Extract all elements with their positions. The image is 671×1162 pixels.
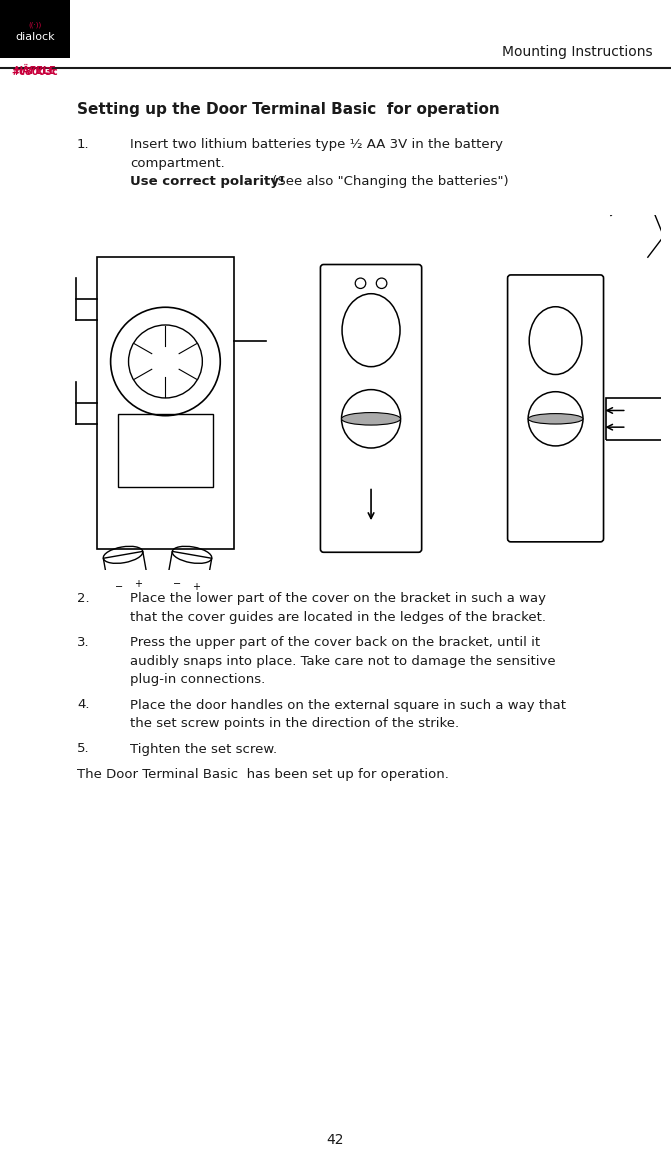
Text: The Door Terminal Basic  has been set up for operation.: The Door Terminal Basic has been set up … (77, 768, 449, 781)
Text: 1.: 1. (77, 138, 90, 151)
Text: 2.: 2. (77, 591, 90, 605)
Text: Mounting Instructions: Mounting Instructions (503, 45, 653, 59)
Text: −: − (172, 579, 180, 589)
Bar (103, 552, 154, 619)
Bar (118, 414, 213, 487)
Text: −: − (115, 582, 123, 593)
Text: #c8003c: #c8003c (11, 67, 58, 77)
Text: 42: 42 (327, 1133, 344, 1147)
Text: Setting up the Door Terminal Basic  for operation: Setting up the Door Terminal Basic for o… (77, 102, 500, 117)
Text: HÄFELE: HÄFELE (14, 66, 56, 76)
Text: Place the door handles on the external square in such a way that: Place the door handles on the external s… (130, 698, 566, 711)
Text: 3.: 3. (77, 636, 90, 650)
Text: dialock: dialock (15, 33, 55, 42)
Bar (0, 0, 70, 58)
Text: (See also "Changing the batteries"): (See also "Changing the batteries") (268, 175, 509, 188)
Text: +: + (193, 582, 201, 593)
Text: Place the lower part of the cover on the bracket in such a way: Place the lower part of the cover on the… (130, 591, 546, 605)
Text: ((·)): ((·)) (28, 22, 42, 28)
Bar (606, 397, 671, 439)
Text: Use correct polarity!: Use correct polarity! (130, 175, 285, 188)
Text: the set screw points in the direction of the strike.: the set screw points in the direction of… (130, 717, 459, 730)
Bar (161, 552, 212, 619)
Text: +: + (134, 579, 142, 589)
Ellipse shape (528, 414, 583, 424)
Text: Tighten the set screw.: Tighten the set screw. (130, 743, 277, 755)
Text: compartment.: compartment. (130, 157, 225, 170)
Text: that the cover guides are located in the ledges of the bracket.: that the cover guides are located in the… (130, 610, 546, 624)
Text: Insert two lithium batteries type ½ AA 3V in the battery: Insert two lithium batteries type ½ AA 3… (130, 138, 503, 151)
Text: audibly snaps into place. Take care not to damage the sensitive: audibly snaps into place. Take care not … (130, 654, 556, 667)
Ellipse shape (342, 413, 401, 425)
Text: plug-in connections.: plug-in connections. (130, 673, 265, 686)
Text: Press the upper part of the cover back on the bracket, until it: Press the upper part of the cover back o… (130, 636, 540, 650)
Text: 5.: 5. (77, 743, 90, 755)
Text: 4.: 4. (77, 698, 89, 711)
